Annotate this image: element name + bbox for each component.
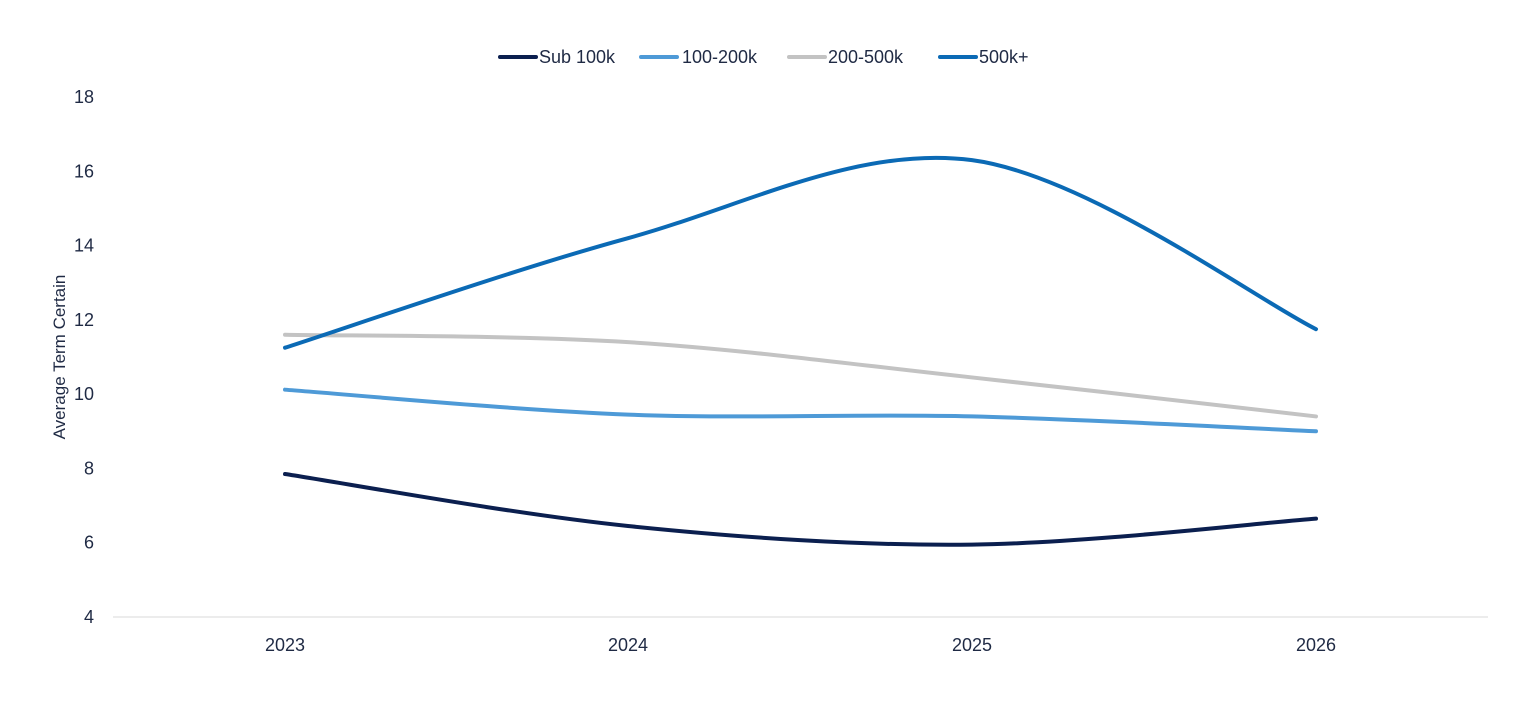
- series-lines: [283, 155, 1318, 547]
- y-tick-label: 10: [74, 384, 94, 404]
- legend-item-100-200k: 100-200k: [639, 47, 758, 67]
- x-tick-label: 2024: [608, 635, 648, 655]
- x-axis: 2023 2024 2025 2026: [113, 616, 1488, 655]
- y-tick-label: 14: [74, 236, 94, 256]
- y-tick-label: 6: [84, 533, 94, 553]
- legend-item-500k: 500k+: [938, 47, 1029, 67]
- legend-label: Sub 100k: [539, 47, 616, 67]
- legend: Sub 100k 100-200k 200-500k 500k+: [498, 47, 1029, 67]
- y-axis: 4 6 8 10 12 14 16 18: [74, 87, 94, 627]
- y-tick-label: 18: [74, 87, 94, 107]
- y-axis-title: Average Term Certain: [50, 275, 69, 440]
- legend-item-200-500k: 200-500k: [787, 47, 904, 67]
- x-tick-label: 2023: [265, 635, 305, 655]
- y-tick-label: 16: [74, 161, 94, 181]
- x-tick-label: 2026: [1296, 635, 1336, 655]
- series-line-500k: [283, 155, 1318, 350]
- legend-label: 100-200k: [682, 47, 758, 67]
- y-tick-label: 4: [84, 607, 94, 627]
- y-tick-label: 12: [74, 310, 94, 330]
- series-line-200-500k: [283, 332, 1318, 419]
- x-tick-label: 2025: [952, 635, 992, 655]
- series-line-100-200k: [283, 387, 1318, 434]
- legend-label: 500k+: [979, 47, 1029, 67]
- legend-item-sub-100k: Sub 100k: [498, 47, 616, 67]
- series-line-sub-100k: [283, 472, 1318, 547]
- legend-label: 200-500k: [828, 47, 904, 67]
- y-tick-label: 8: [84, 458, 94, 478]
